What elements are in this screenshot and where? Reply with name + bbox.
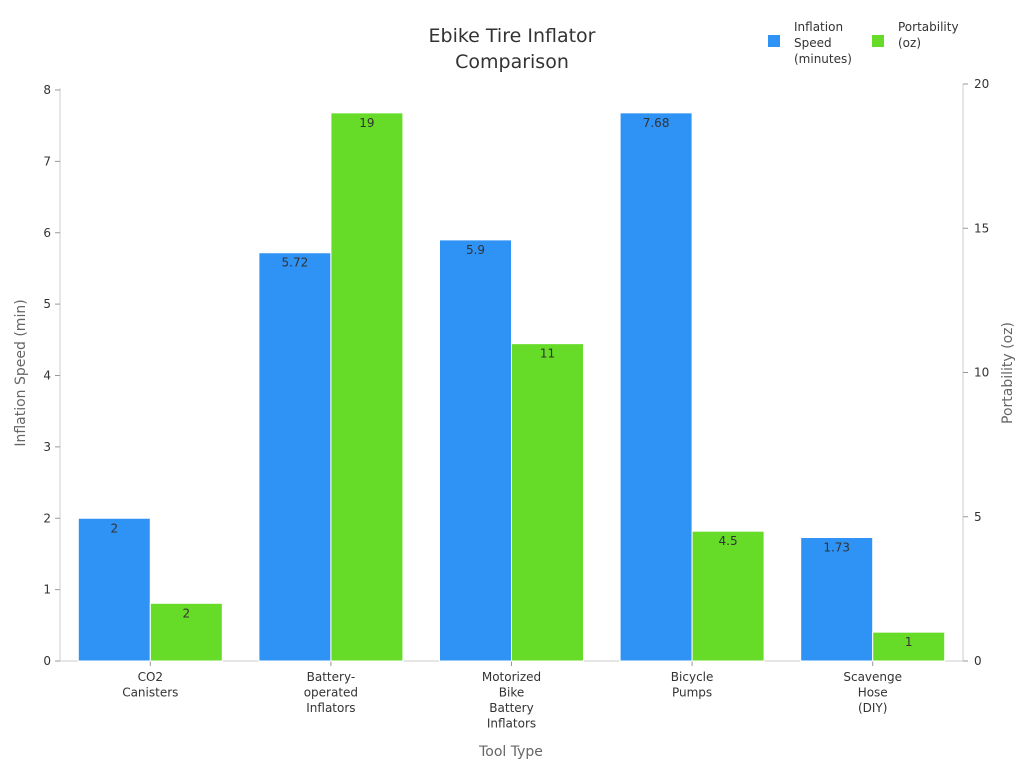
- right-tick-label: 10: [974, 366, 989, 380]
- bar: [149, 602, 223, 662]
- left-tick-label: 2: [43, 511, 51, 525]
- legend-item: Inflation Speed (minutes): [768, 20, 852, 66]
- bar-value-label: 2: [110, 521, 118, 535]
- bar: [439, 239, 512, 662]
- x-tick-label-line: Hose: [858, 686, 888, 700]
- left-tick-label: 5: [43, 297, 51, 311]
- legend-swatch: [768, 35, 780, 47]
- bar-value-label: 5.9: [466, 243, 485, 257]
- bar-value-label: 1: [905, 635, 913, 649]
- x-tick-label-line: Bicycle: [671, 670, 714, 684]
- bar: [330, 112, 404, 662]
- bar-value-label: 19: [359, 116, 374, 130]
- x-tick-label-line: operated: [304, 686, 358, 700]
- right-tick-label: 5: [974, 510, 982, 524]
- legend-label: Inflation: [794, 20, 843, 34]
- left-tick-label: 8: [43, 83, 51, 97]
- x-tick-label-line: Scavenge: [843, 670, 902, 684]
- left-tick-label: 7: [43, 154, 51, 168]
- x-tick-label-line: Battery-: [307, 670, 356, 684]
- x-tick-label-line: (DIY): [858, 701, 887, 715]
- chart-legend: Inflation Speed (minutes) Portability (oz): [768, 20, 959, 66]
- legend-label: (oz): [898, 36, 921, 50]
- right-tick-label: 15: [974, 221, 989, 235]
- legend-label: Speed: [794, 36, 832, 50]
- bar: [511, 343, 584, 662]
- bars: [77, 112, 946, 662]
- x-tick-label-line: Battery: [489, 701, 533, 715]
- legend-item: Portability (oz): [872, 20, 959, 50]
- bar-value-label: 7.68: [643, 116, 670, 130]
- x-tick-label: CO2 Canisters: [122, 670, 178, 700]
- chart-title: Ebike Tire Inflator Comparison: [429, 25, 596, 73]
- legend-swatch: [872, 35, 884, 47]
- bar-value-label: 1.73: [823, 541, 850, 555]
- x-tick-label: Scavenge Hose(DIY): [843, 670, 902, 715]
- left-tick-label: 1: [43, 583, 51, 597]
- bar: [872, 631, 946, 662]
- left-tick-label: 4: [43, 369, 51, 383]
- chart-title-line: Ebike Tire Inflator: [429, 25, 596, 47]
- bar-value-label: 2: [182, 606, 190, 620]
- left-tick-label: 3: [43, 440, 51, 454]
- bar-value-label: 5.72: [282, 256, 309, 270]
- x-tick-label-line: Canisters: [122, 686, 178, 700]
- right-tick-label: 20: [974, 77, 989, 91]
- legend-label: Portability: [898, 20, 959, 34]
- right-tick-label: 0: [974, 654, 982, 668]
- bar: [619, 112, 693, 662]
- x-tick-label-line: Inflators: [306, 701, 355, 715]
- bar-value-label: 4.5: [719, 534, 738, 548]
- bar: [258, 252, 332, 662]
- left-y-axis: 0 1 2 3 4 5 6 7 8: [43, 83, 61, 668]
- x-tick-label-line: Bike: [499, 686, 524, 700]
- x-tick-label-line: Pumps: [672, 686, 712, 700]
- x-tick-label: Bicycle Pumps: [671, 670, 714, 700]
- x-tick-label-line: CO2: [138, 670, 163, 684]
- x-axis: CO2CanistersBattery-operatedInflatorsMot…: [60, 660, 963, 731]
- left-y-axis-title: Inflation Speed (min): [13, 299, 29, 446]
- x-axis-title: Tool Type: [478, 744, 543, 760]
- bar: [77, 517, 151, 662]
- left-tick-label: 6: [43, 226, 51, 240]
- legend-label: (minutes): [794, 52, 852, 66]
- x-tick-label-line: Inflators: [487, 717, 536, 731]
- right-y-axis: 0 5 10 15 20: [962, 77, 989, 668]
- left-tick-label: 0: [43, 654, 51, 668]
- data-labels: 2 5.72 5.9 7.68 1.73 2 19 11 4.5 1: [110, 116, 912, 649]
- bar: [691, 530, 765, 662]
- bar-value-label: 11: [540, 347, 555, 361]
- chart-title-line: Comparison: [455, 51, 569, 73]
- x-tick-label-line: Motorized: [482, 670, 541, 684]
- bar: [800, 537, 874, 662]
- right-y-axis-title: Portability (oz): [1000, 322, 1016, 424]
